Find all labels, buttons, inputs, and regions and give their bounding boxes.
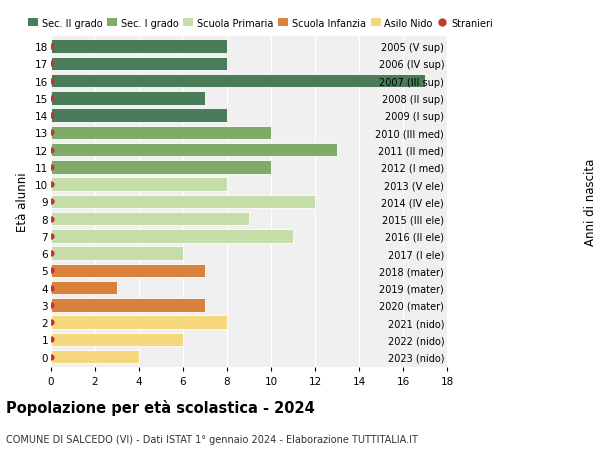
Bar — [51, 230, 293, 243]
Bar — [51, 57, 227, 71]
Legend: Sec. II grado, Sec. I grado, Scuola Primaria, Scuola Infanzia, Asilo Nido, Stran: Sec. II grado, Sec. I grado, Scuola Prim… — [28, 18, 493, 28]
Text: COMUNE DI SALCEDO (VI) - Dati ISTAT 1° gennaio 2024 - Elaborazione TUTTITALIA.IT: COMUNE DI SALCEDO (VI) - Dati ISTAT 1° g… — [6, 434, 418, 444]
Text: Anni di nascita: Anni di nascita — [584, 158, 598, 246]
Bar — [51, 144, 337, 157]
Bar — [51, 281, 117, 295]
Bar — [51, 161, 271, 174]
Y-axis label: Età alunni: Età alunni — [16, 172, 29, 232]
Bar — [51, 316, 227, 329]
Bar — [51, 213, 249, 226]
Bar — [51, 298, 205, 312]
Bar — [51, 350, 139, 364]
Bar — [51, 178, 227, 191]
Bar — [51, 195, 315, 209]
Bar — [51, 333, 183, 347]
Bar — [51, 75, 425, 88]
Bar — [51, 247, 183, 260]
Bar — [51, 40, 227, 54]
Bar — [51, 126, 271, 140]
Bar — [51, 109, 227, 123]
Text: Popolazione per età scolastica - 2024: Popolazione per età scolastica - 2024 — [6, 399, 315, 415]
Bar — [51, 92, 205, 106]
Bar — [51, 264, 205, 278]
